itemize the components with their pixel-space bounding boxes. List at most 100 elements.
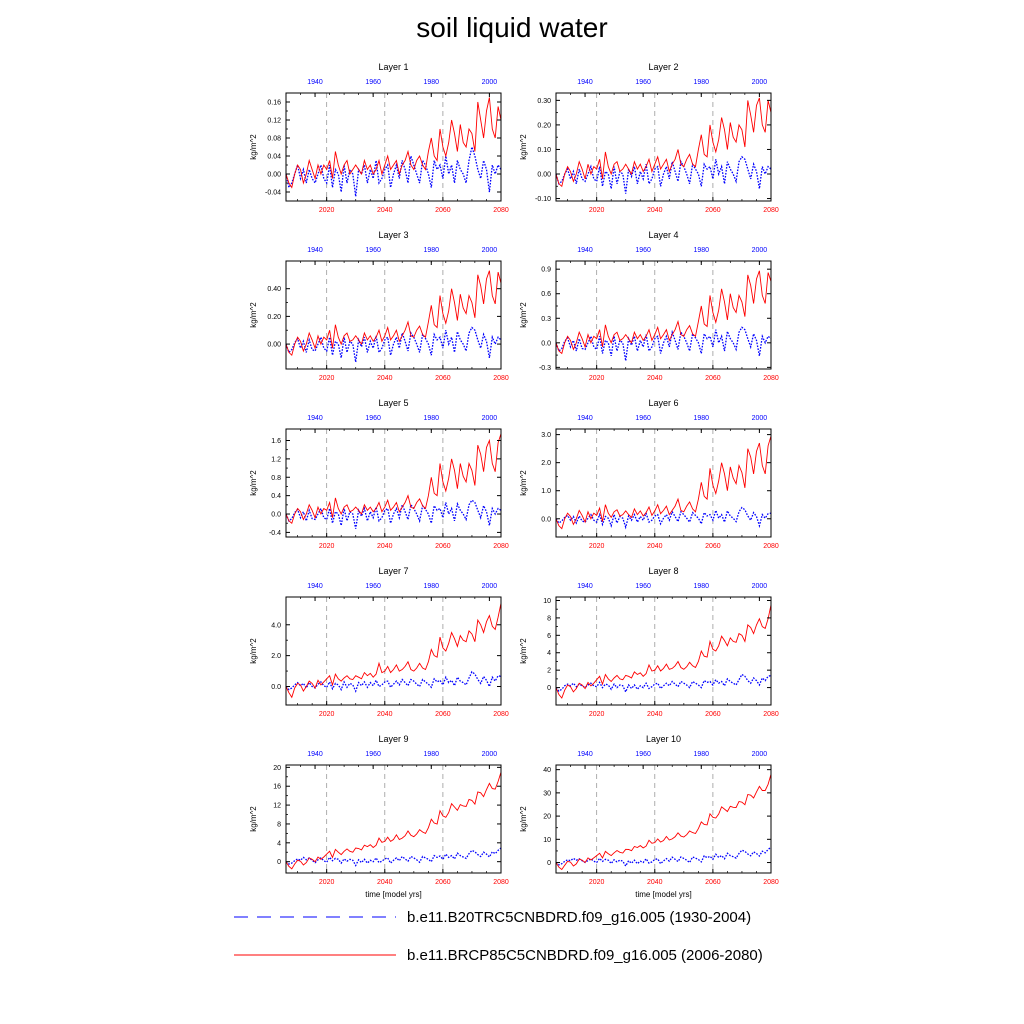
y-tick-label: 10 — [543, 598, 551, 605]
x-tick-label: 2020 — [319, 207, 335, 214]
y-tick-label: 4.0 — [271, 622, 281, 629]
top-x-tick-label: 2000 — [482, 415, 498, 422]
x-tick-label: 2020 — [319, 879, 335, 886]
top-x-tick-label: 2000 — [752, 751, 768, 758]
y-axis-label: kg/m^2 — [249, 638, 258, 664]
x-axis-label: time [model yrs] — [365, 890, 421, 899]
top-x-tick-label: 1940 — [577, 247, 593, 254]
top-x-tick-label: 1940 — [577, 583, 593, 590]
top-x-tick-label: 1960 — [635, 247, 651, 254]
top-x-tick-label: 2000 — [482, 247, 498, 254]
top-x-tick-label: 1980 — [693, 583, 709, 590]
x-tick-label: 2080 — [493, 879, 509, 886]
legend-label: b.e11.B20TRC5CNBDRD.f09_g16.005 (1930-20… — [407, 909, 751, 926]
top-x-tick-label: 1960 — [635, 415, 651, 422]
plot-frame — [285, 596, 502, 706]
y-tick-label: -0.10 — [535, 196, 551, 203]
top-x-tick-label: 1980 — [423, 79, 439, 86]
y-tick-label: 4 — [547, 650, 551, 657]
panel-title: Layer 4 — [648, 230, 678, 240]
series-line-historical — [555, 155, 772, 194]
top-x-tick-label: 1980 — [423, 583, 439, 590]
y-tick-label: 0.00 — [537, 172, 551, 179]
y-tick-label: 10 — [543, 837, 551, 844]
series-line-historical — [285, 144, 502, 197]
x-tick-label: 2060 — [705, 375, 721, 382]
x-tick-label: 2040 — [647, 879, 663, 886]
y-tick-label: 4 — [277, 840, 281, 847]
y-tick-label: 6 — [547, 633, 551, 640]
legend-label: b.e11.BRCP85C5CNBDRD.f09_g16.005 (2006-2… — [407, 947, 763, 964]
series-line-future — [555, 435, 772, 530]
panel-title: Layer 7 — [378, 566, 408, 576]
top-x-tick-label: 1980 — [423, 247, 439, 254]
y-tick-label: 8 — [277, 821, 281, 828]
x-tick-label: 2020 — [589, 207, 605, 214]
top-x-tick-label: 1980 — [693, 247, 709, 254]
x-tick-label: 2060 — [705, 207, 721, 214]
x-tick-label: 2060 — [705, 543, 721, 550]
plot-frame — [555, 92, 772, 202]
figure-title: soil liquid water — [416, 12, 608, 43]
y-tick-label: 0.8 — [271, 475, 281, 482]
panel-layer-4: Layer 4 -0.3 0.0 0.3 0.6 0.9 2020 2040 2060 2080 1… — [519, 230, 779, 382]
top-x-tick-label: 1980 — [423, 415, 439, 422]
x-tick-label: 2060 — [435, 711, 451, 718]
y-tick-label: 2 — [547, 668, 551, 675]
panel-title: Layer 3 — [378, 230, 408, 240]
x-tick-label: 2080 — [763, 543, 779, 550]
top-x-tick-label: 2000 — [752, 415, 768, 422]
y-tick-label: 8 — [547, 615, 551, 622]
plot-frame — [555, 428, 772, 538]
x-tick-label: 2060 — [705, 879, 721, 886]
x-tick-label: 2020 — [319, 711, 335, 718]
y-tick-label: 0.04 — [267, 154, 281, 161]
panel-title: Layer 9 — [378, 734, 408, 744]
top-x-tick-label: 1960 — [635, 79, 651, 86]
y-tick-label: 0.0 — [541, 340, 551, 347]
top-x-tick-label: 1940 — [307, 751, 323, 758]
y-tick-label: 0.16 — [267, 100, 281, 107]
series-line-historical — [285, 847, 502, 867]
x-tick-label: 2060 — [435, 879, 451, 886]
top-x-tick-label: 1940 — [577, 79, 593, 86]
plot-frame — [555, 596, 772, 706]
top-x-tick-label: 2000 — [752, 583, 768, 590]
y-axis-label: kg/m^2 — [519, 302, 528, 328]
x-tick-label: 2080 — [493, 543, 509, 550]
x-tick-label: 2040 — [647, 711, 663, 718]
x-tick-label: 2080 — [493, 375, 509, 382]
y-tick-label: 2.0 — [271, 653, 281, 660]
top-x-tick-label: 1960 — [365, 79, 381, 86]
series-line-future — [555, 774, 772, 871]
top-x-tick-label: 2000 — [482, 583, 498, 590]
top-x-tick-label: 1980 — [693, 751, 709, 758]
y-axis-label: kg/m^2 — [519, 470, 528, 496]
y-tick-label: 0.4 — [271, 493, 281, 500]
series-line-future — [285, 603, 502, 699]
y-axis-label: kg/m^2 — [249, 302, 258, 328]
x-tick-label: 2020 — [319, 543, 335, 550]
y-tick-label: 0.0 — [271, 684, 281, 691]
top-x-tick-label: 1940 — [307, 247, 323, 254]
x-tick-label: 2080 — [493, 207, 509, 214]
top-x-tick-label: 1940 — [307, 415, 323, 422]
plot-frame — [285, 764, 502, 874]
x-tick-label: 2020 — [589, 711, 605, 718]
y-axis-label: kg/m^2 — [249, 806, 258, 832]
panel-title: Layer 2 — [648, 62, 678, 72]
y-tick-label: 16 — [273, 784, 281, 791]
top-x-tick-label: 1960 — [365, 583, 381, 590]
top-x-tick-label: 2000 — [752, 247, 768, 254]
panel-title: Layer 8 — [648, 566, 678, 576]
y-tick-label: 0.3 — [541, 316, 551, 323]
y-tick-label: 0.0 — [541, 516, 551, 523]
y-tick-label: 0.0 — [271, 512, 281, 519]
x-tick-label: 2080 — [493, 711, 509, 718]
x-tick-label: 2040 — [647, 543, 663, 550]
y-tick-label: 0 — [547, 860, 551, 867]
panel-layer-8: Layer 8 0 2 4 6 8 10 2020 2040 2060 2080 1940 1960 19… — [519, 566, 779, 718]
top-x-tick-label: 1940 — [307, 79, 323, 86]
